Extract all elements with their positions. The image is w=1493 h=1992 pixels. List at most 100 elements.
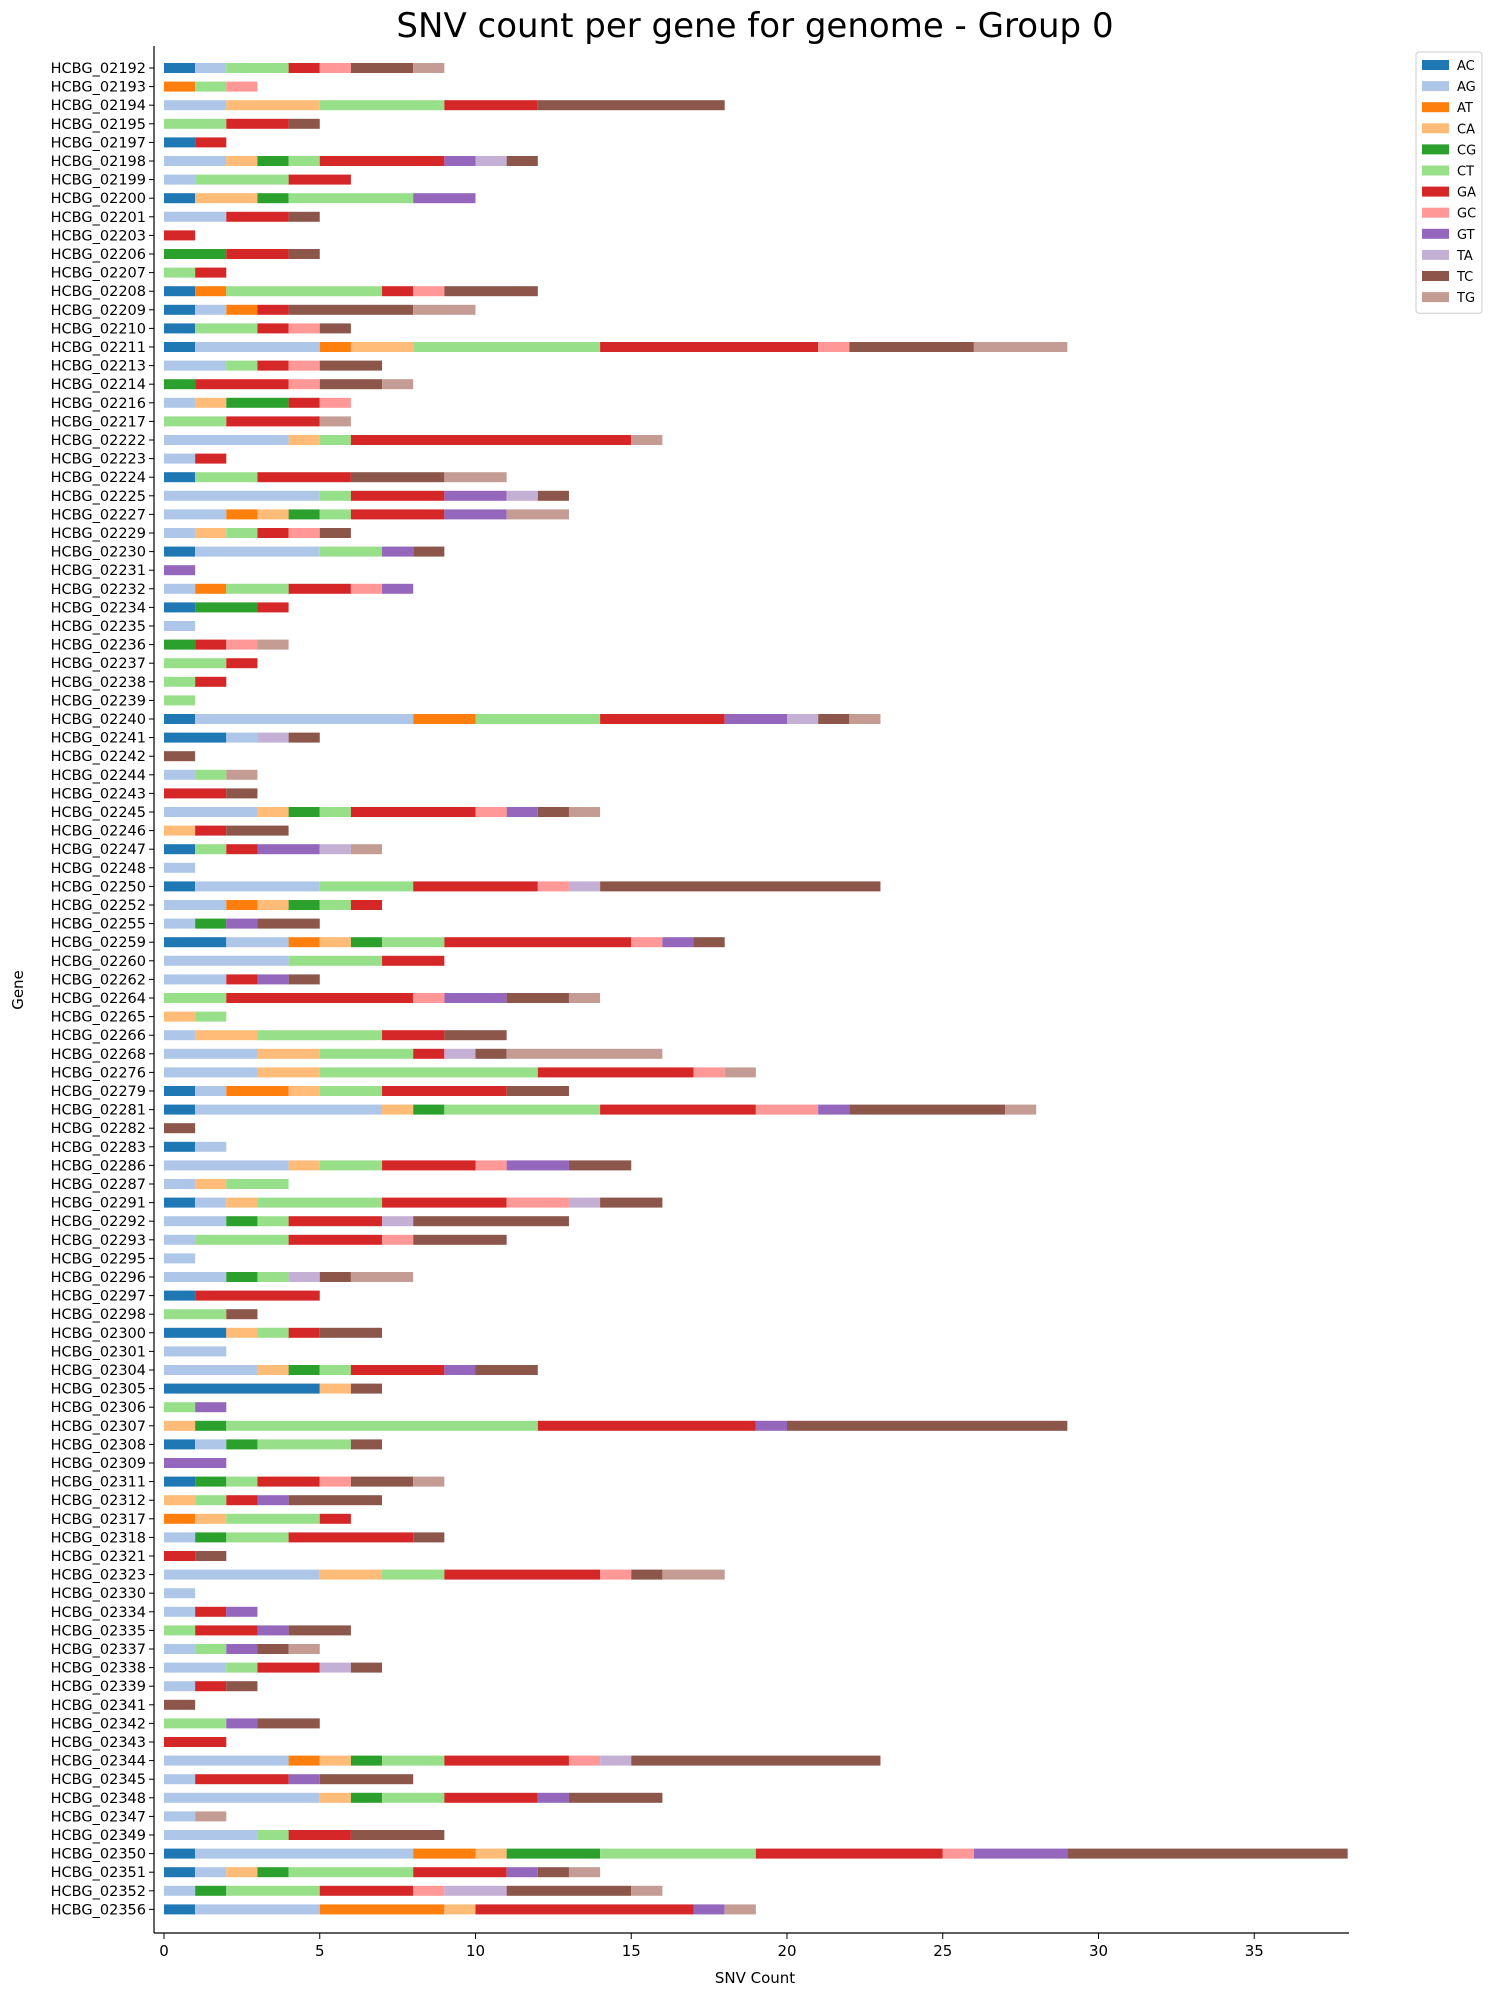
bar-segment-ag [164,1662,227,1673]
bar-segment-ct [288,955,383,966]
bar-segment-gt [226,1606,258,1617]
bar-segment-at [226,1086,289,1096]
bar-segment-gc [382,1234,414,1245]
y-tick-label: HCBG_02259 [51,935,146,951]
y-tick-label: HCBG_02266 [51,1028,146,1044]
y-tick-label: HCBG_02312 [51,1493,146,1509]
bar-segment-cg [226,1439,258,1450]
bar-segment-ag [195,1104,383,1115]
bar-segment-ct [164,1309,227,1320]
bar-segment-ag [164,1644,196,1654]
bar-segment-tg [724,1904,756,1915]
bar-segment-tg [382,379,414,390]
y-tick-label: HCBG_02235 [51,619,146,635]
bar-segment-cg [195,918,227,929]
y-tick-label: HCBG_02286 [51,1158,146,1174]
bar-segment-tc [288,304,414,315]
y-ticks-group: HCBG_02192 HCBG_02193 HCBG_02194 HCBG_02195… [51,61,154,1918]
bar-segment-ct [257,1327,289,1338]
bar-segment-cg [195,1476,227,1487]
bar-segment-ca [288,1160,320,1171]
bar-segment-tc [288,118,320,129]
bar-segment-tc [444,1030,507,1041]
bar-segment-cg [226,397,289,408]
legend-label-ga: GA [1457,186,1476,201]
y-tick-label: HCBG_02250 [51,879,146,895]
bar-segment-ct [600,1848,756,1859]
bar-segment-tc [350,1476,414,1487]
bar-segment-ga [444,1755,569,1766]
bar-segment-ac [164,63,196,73]
y-tick-label: HCBG_02245 [51,805,146,821]
y-tick-label: HCBG_02350 [51,1847,146,1863]
bar-segment-gt [382,583,414,594]
bar-segment-ct [195,769,227,780]
y-tick-label: HCBG_02296 [51,1270,146,1286]
bar-segment-ca [226,1867,258,1878]
bar-segment-gc [475,807,507,817]
bar-segment-ac [164,1327,227,1338]
bar-segment-ac [164,714,196,724]
bar-segment-gc [319,63,351,73]
bar-segment-ag [164,1030,196,1041]
bar-segment-ag [195,1904,320,1915]
bar-segment-ct [226,1476,258,1487]
bar-segment-tc [444,286,538,297]
bar-segment-ga [288,1327,320,1338]
bar-segment-ga [444,100,538,111]
bar-segment-cg [506,1848,601,1859]
bar-segment-at [319,1904,445,1915]
bar-segment-tc [319,379,383,390]
bar-segment-ct [382,1755,445,1766]
y-tick-label: HCBG_02262 [51,972,146,988]
bar-segment-ta [568,881,601,892]
bar-segment-tg [444,472,507,483]
y-tick-label: HCBG_02243 [51,786,146,802]
x-ticks-group: 0 5 10 15 20 25 30 35 [159,1933,1264,1960]
bar-segment-tc [319,528,351,538]
y-tick-label: HCBG_02317 [51,1512,146,1528]
bar-segment-ag [226,937,289,948]
y-tick-label: HCBG_02295 [51,1251,146,1267]
bar-segment-ct [319,1365,351,1375]
y-tick-label: HCBG_02225 [51,489,146,505]
bar-segment-ag [164,1253,196,1264]
bar-segment-ga [257,1476,320,1487]
bar-segment-ct [382,937,445,948]
bar-segment-gt [226,1718,258,1729]
bar-segment-ag [195,1848,414,1859]
bar-segment-ct [164,1402,196,1413]
bar-segment-tg [288,1644,320,1654]
bar-segment-ac [164,323,196,334]
bar-segment-ga [195,267,227,278]
bar-segment-ct [195,1234,289,1245]
y-tick-label: HCBG_02351 [51,1865,146,1881]
bar-segment-ac [164,1904,196,1915]
bar-segment-ct [257,1216,289,1227]
bar-segment-tc [475,1048,507,1059]
bar-segment-tc [319,360,383,371]
y-tick-label: HCBG_02281 [51,1103,146,1119]
y-tick-label: HCBG_02211 [51,340,146,356]
legend-label-ag: AG [1457,80,1476,95]
y-tick-label: HCBG_02232 [51,582,146,598]
bar-segment-ct [226,528,258,538]
bar-segment-tg [631,1885,663,1896]
bar-segment-ga [195,453,227,464]
y-tick-label: HCBG_02293 [51,1233,146,1249]
bar-segment-ga [600,342,819,352]
bar-segment-ga [755,1848,943,1859]
legend-label-ct: CT [1457,165,1474,180]
bar-segment-gt [382,546,414,557]
bar-segment-ga [226,974,258,985]
legend-swatch-at [1422,102,1449,113]
bar-segment-ag [164,1830,258,1840]
bar-segment-tc [226,825,289,836]
y-tick-label: HCBG_02209 [51,303,146,319]
bar-segment-ac [164,1439,196,1450]
bar-segment-at [195,583,227,594]
bar-segment-tc [350,1662,383,1673]
bar-segment-gt [537,1792,569,1803]
bar-segment-ga [195,825,227,836]
bar-segment-ag [164,211,227,222]
